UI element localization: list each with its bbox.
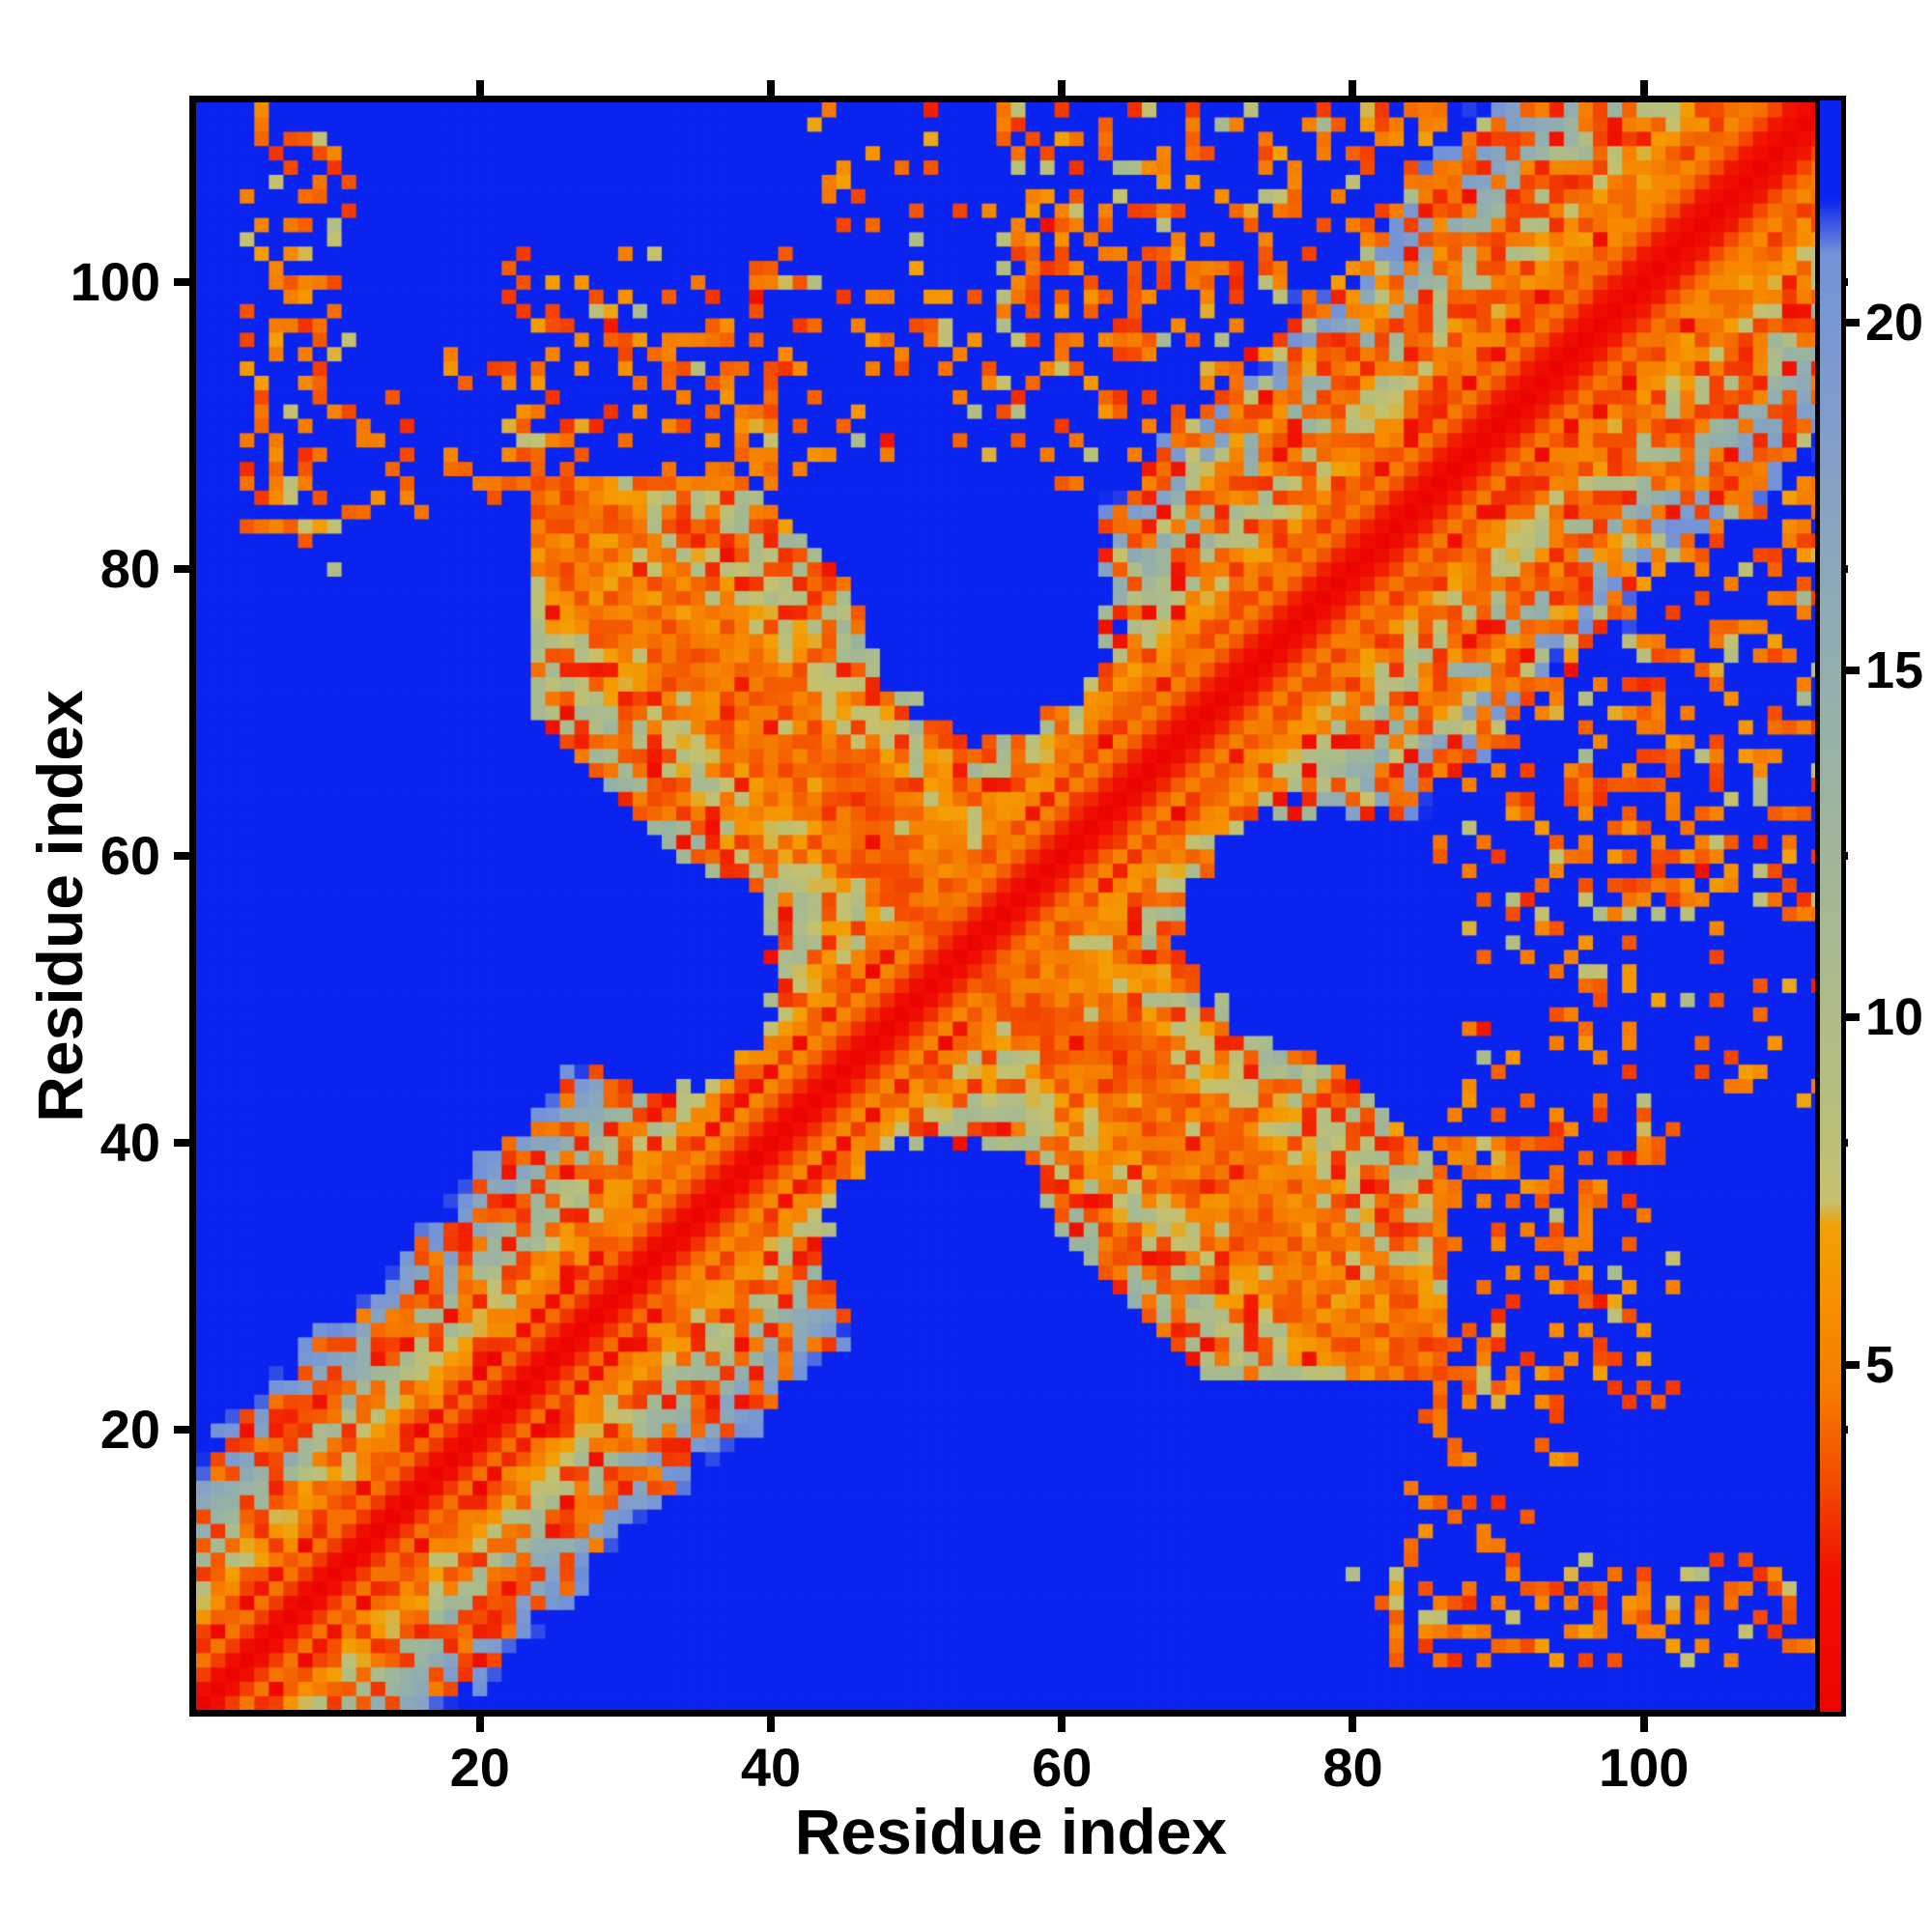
colorbar-tick-label: 5 [1865, 1335, 1895, 1394]
x-tick-mark-top [475, 80, 484, 96]
plot-border [189, 96, 1833, 1717]
x-tick-mark-top [766, 80, 775, 96]
y-tick-label: 40 [99, 1112, 160, 1174]
y-tick-label: 80 [99, 537, 160, 599]
colorbar-tick-mark [1846, 666, 1860, 674]
x-tick-label: 40 [740, 1737, 802, 1798]
x-tick-label: 100 [1599, 1737, 1690, 1798]
x-tick-mark [1639, 1717, 1648, 1732]
x-tick-mark-top [1639, 80, 1648, 96]
x-tick-mark [1058, 1717, 1066, 1732]
x-tick-label: 80 [1322, 1737, 1383, 1798]
y-tick-label: 60 [99, 825, 160, 886]
y-tick-mark [174, 1426, 189, 1435]
colorbar-tick-mark [1846, 1013, 1860, 1022]
colorbar-tick-label: 15 [1865, 640, 1924, 699]
colorbar-tick-mark [1846, 319, 1860, 327]
colorbar-tick-mark [1846, 1360, 1860, 1369]
x-tick-label: 20 [449, 1737, 510, 1798]
x-tick-mark [1349, 1717, 1357, 1732]
colorbar-border [1815, 96, 1846, 1717]
y-tick-mark [174, 852, 189, 860]
x-tick-mark-top [1349, 80, 1357, 96]
x-tick-mark-top [1058, 80, 1066, 96]
y-tick-mark [174, 1139, 189, 1148]
y-tick-mark [174, 564, 189, 573]
colorbar-tick-label: 10 [1865, 988, 1924, 1047]
y-axis-label: Residue index [24, 690, 96, 1122]
heatmap-canvas [196, 102, 1826, 1710]
y-tick-label: 20 [99, 1399, 160, 1461]
x-tick-label: 60 [1032, 1737, 1093, 1798]
colorbar-tick-label: 20 [1865, 294, 1924, 353]
x-tick-mark [475, 1717, 484, 1732]
y-tick-label: 100 [70, 250, 160, 312]
x-tick-mark [766, 1717, 775, 1732]
x-axis-label: Residue index [794, 1796, 1228, 1867]
colorbar-canvas [1820, 100, 1841, 1712]
y-tick-mark [174, 277, 189, 286]
